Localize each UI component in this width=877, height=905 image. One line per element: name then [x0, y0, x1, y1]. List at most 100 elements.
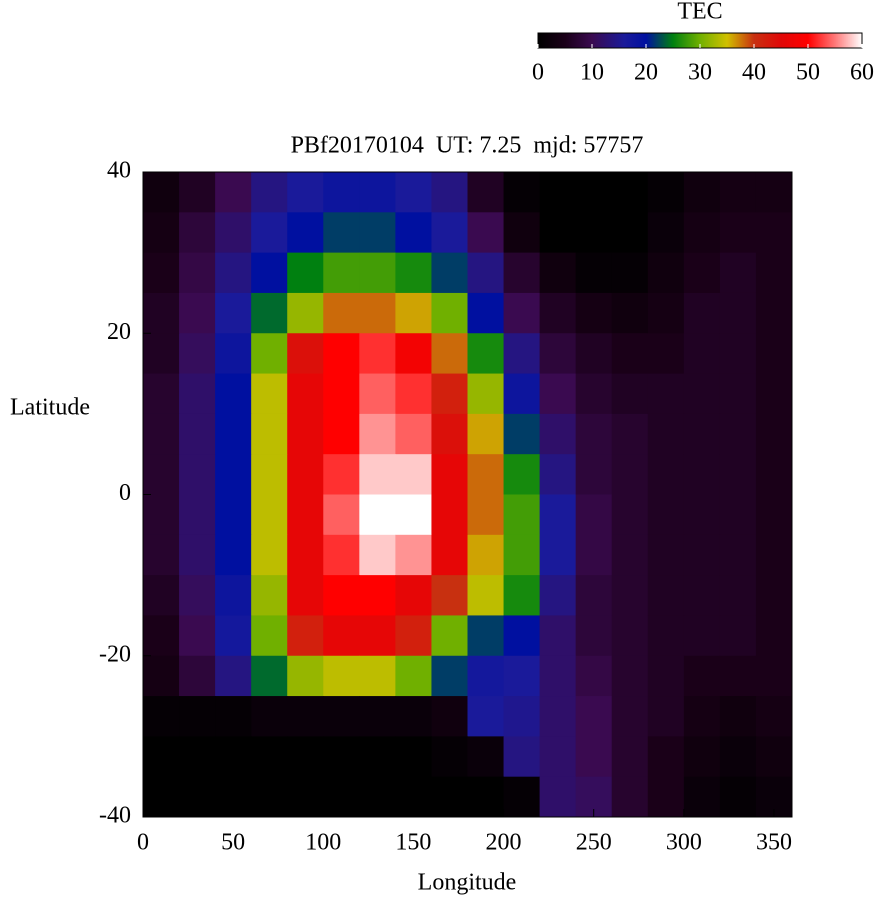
heatmap-cell	[431, 776, 468, 818]
heatmap-cell	[395, 615, 432, 657]
heatmap-cell	[467, 413, 505, 455]
heatmap-cell	[215, 292, 252, 334]
heatmap-cell	[647, 776, 685, 818]
heatmap-cell	[467, 212, 505, 254]
heatmap-cell	[467, 575, 505, 616]
heatmap-cell	[359, 736, 396, 778]
heatmap-cell	[179, 696, 216, 737]
heatmap-cell	[539, 172, 577, 213]
heatmap-cell	[179, 413, 216, 455]
heatmap-cell	[503, 373, 541, 415]
heatmap-cell	[647, 252, 685, 294]
heatmap-cell	[683, 534, 721, 576]
heatmap-cell	[287, 615, 324, 657]
heatmap-cell	[287, 494, 324, 536]
heatmap-cell	[215, 252, 252, 294]
y-tick-label: 40	[107, 158, 131, 184]
heatmap-cell	[683, 454, 721, 495]
heatmap-cell	[395, 534, 432, 576]
heatmap-cell	[755, 454, 793, 495]
heatmap-cell	[467, 736, 505, 778]
heatmap-cell	[467, 534, 505, 576]
heatmap-cell	[395, 736, 432, 778]
heatmap-cell	[359, 494, 396, 536]
heatmap-cell	[539, 292, 577, 334]
heatmap-cell	[251, 292, 288, 334]
heatmap-cell	[431, 615, 468, 657]
heatmap-cell	[503, 252, 541, 294]
heatmap-cell	[359, 696, 396, 737]
heatmap-cell	[323, 736, 360, 778]
heatmap-cell	[503, 494, 541, 536]
heatmap-cell	[683, 292, 721, 334]
heatmap-cell	[647, 534, 685, 576]
heatmap-cell	[611, 615, 649, 657]
heatmap-cell	[539, 655, 577, 697]
heatmap-cell	[683, 172, 721, 213]
heatmap-cell	[503, 615, 541, 657]
heatmap-cell	[359, 534, 396, 576]
heatmap-cell	[503, 172, 541, 213]
heatmap-cell	[683, 333, 721, 375]
heatmap-cell	[215, 696, 252, 737]
heatmap-cell	[431, 655, 468, 697]
heatmap-cell	[179, 292, 216, 334]
y-axis-label: Latitude	[10, 395, 90, 421]
heatmap-cell	[143, 696, 180, 737]
heatmap-cell	[287, 776, 324, 818]
colorbar-tick-label: 30	[688, 60, 712, 86]
heatmap-cell	[359, 172, 396, 213]
x-tick-label: 100	[305, 830, 341, 856]
heatmap-cell	[143, 494, 180, 536]
colorbar-tick-label: 10	[580, 60, 604, 86]
heatmap-cell	[251, 615, 288, 657]
heatmap-cell	[683, 575, 721, 616]
heatmap-cell	[611, 494, 649, 536]
heatmap-cell	[539, 776, 577, 818]
heatmap-cell	[323, 172, 360, 213]
heatmap-cell	[719, 413, 757, 455]
heatmap-cell	[719, 172, 757, 213]
heatmap-cell	[575, 212, 613, 254]
x-tick-label: 250	[576, 830, 612, 856]
heatmap-cell	[215, 454, 252, 495]
heatmap-cell	[179, 494, 216, 536]
heatmap-cell	[143, 655, 180, 697]
heatmap-cell	[611, 696, 649, 737]
y-tick-label: -20	[99, 641, 131, 667]
heatmap-cell	[719, 494, 757, 536]
heatmap-cell	[431, 534, 468, 576]
heatmap-cell	[359, 212, 396, 254]
heatmap-cell	[539, 575, 577, 616]
heatmap-cell	[251, 373, 288, 415]
heatmap-cell	[647, 333, 685, 375]
heatmap-cell	[143, 292, 180, 334]
heatmap-cell	[395, 454, 432, 495]
heatmap-cell	[323, 615, 360, 657]
heatmap-cell	[755, 212, 793, 254]
heatmap-cell	[755, 696, 793, 737]
heatmap-cell	[431, 373, 468, 415]
x-tick-label: 50	[221, 830, 245, 856]
heatmap-cell	[359, 454, 396, 495]
heatmap-cell	[719, 333, 757, 375]
heatmap-cell	[467, 373, 505, 415]
heatmap-cell	[503, 454, 541, 495]
heatmap-cell	[647, 292, 685, 334]
heatmap-cell	[575, 534, 613, 576]
heatmap-cell	[143, 736, 180, 778]
heatmap-cell	[395, 655, 432, 697]
heatmap-cell	[143, 575, 180, 616]
heatmap-cell	[683, 655, 721, 697]
heatmap-cell	[503, 776, 541, 818]
heatmap-cell	[611, 252, 649, 294]
heatmap-cell	[755, 615, 793, 657]
heatmap-cell	[215, 736, 252, 778]
y-tick-label: 20	[107, 319, 131, 345]
heatmap-cell	[323, 655, 360, 697]
heatmap-cell	[539, 615, 577, 657]
heatmap-cell	[395, 575, 432, 616]
heatmap-cell	[251, 575, 288, 616]
y-tick-label: 0	[119, 480, 131, 506]
heatmap-cell	[719, 373, 757, 415]
